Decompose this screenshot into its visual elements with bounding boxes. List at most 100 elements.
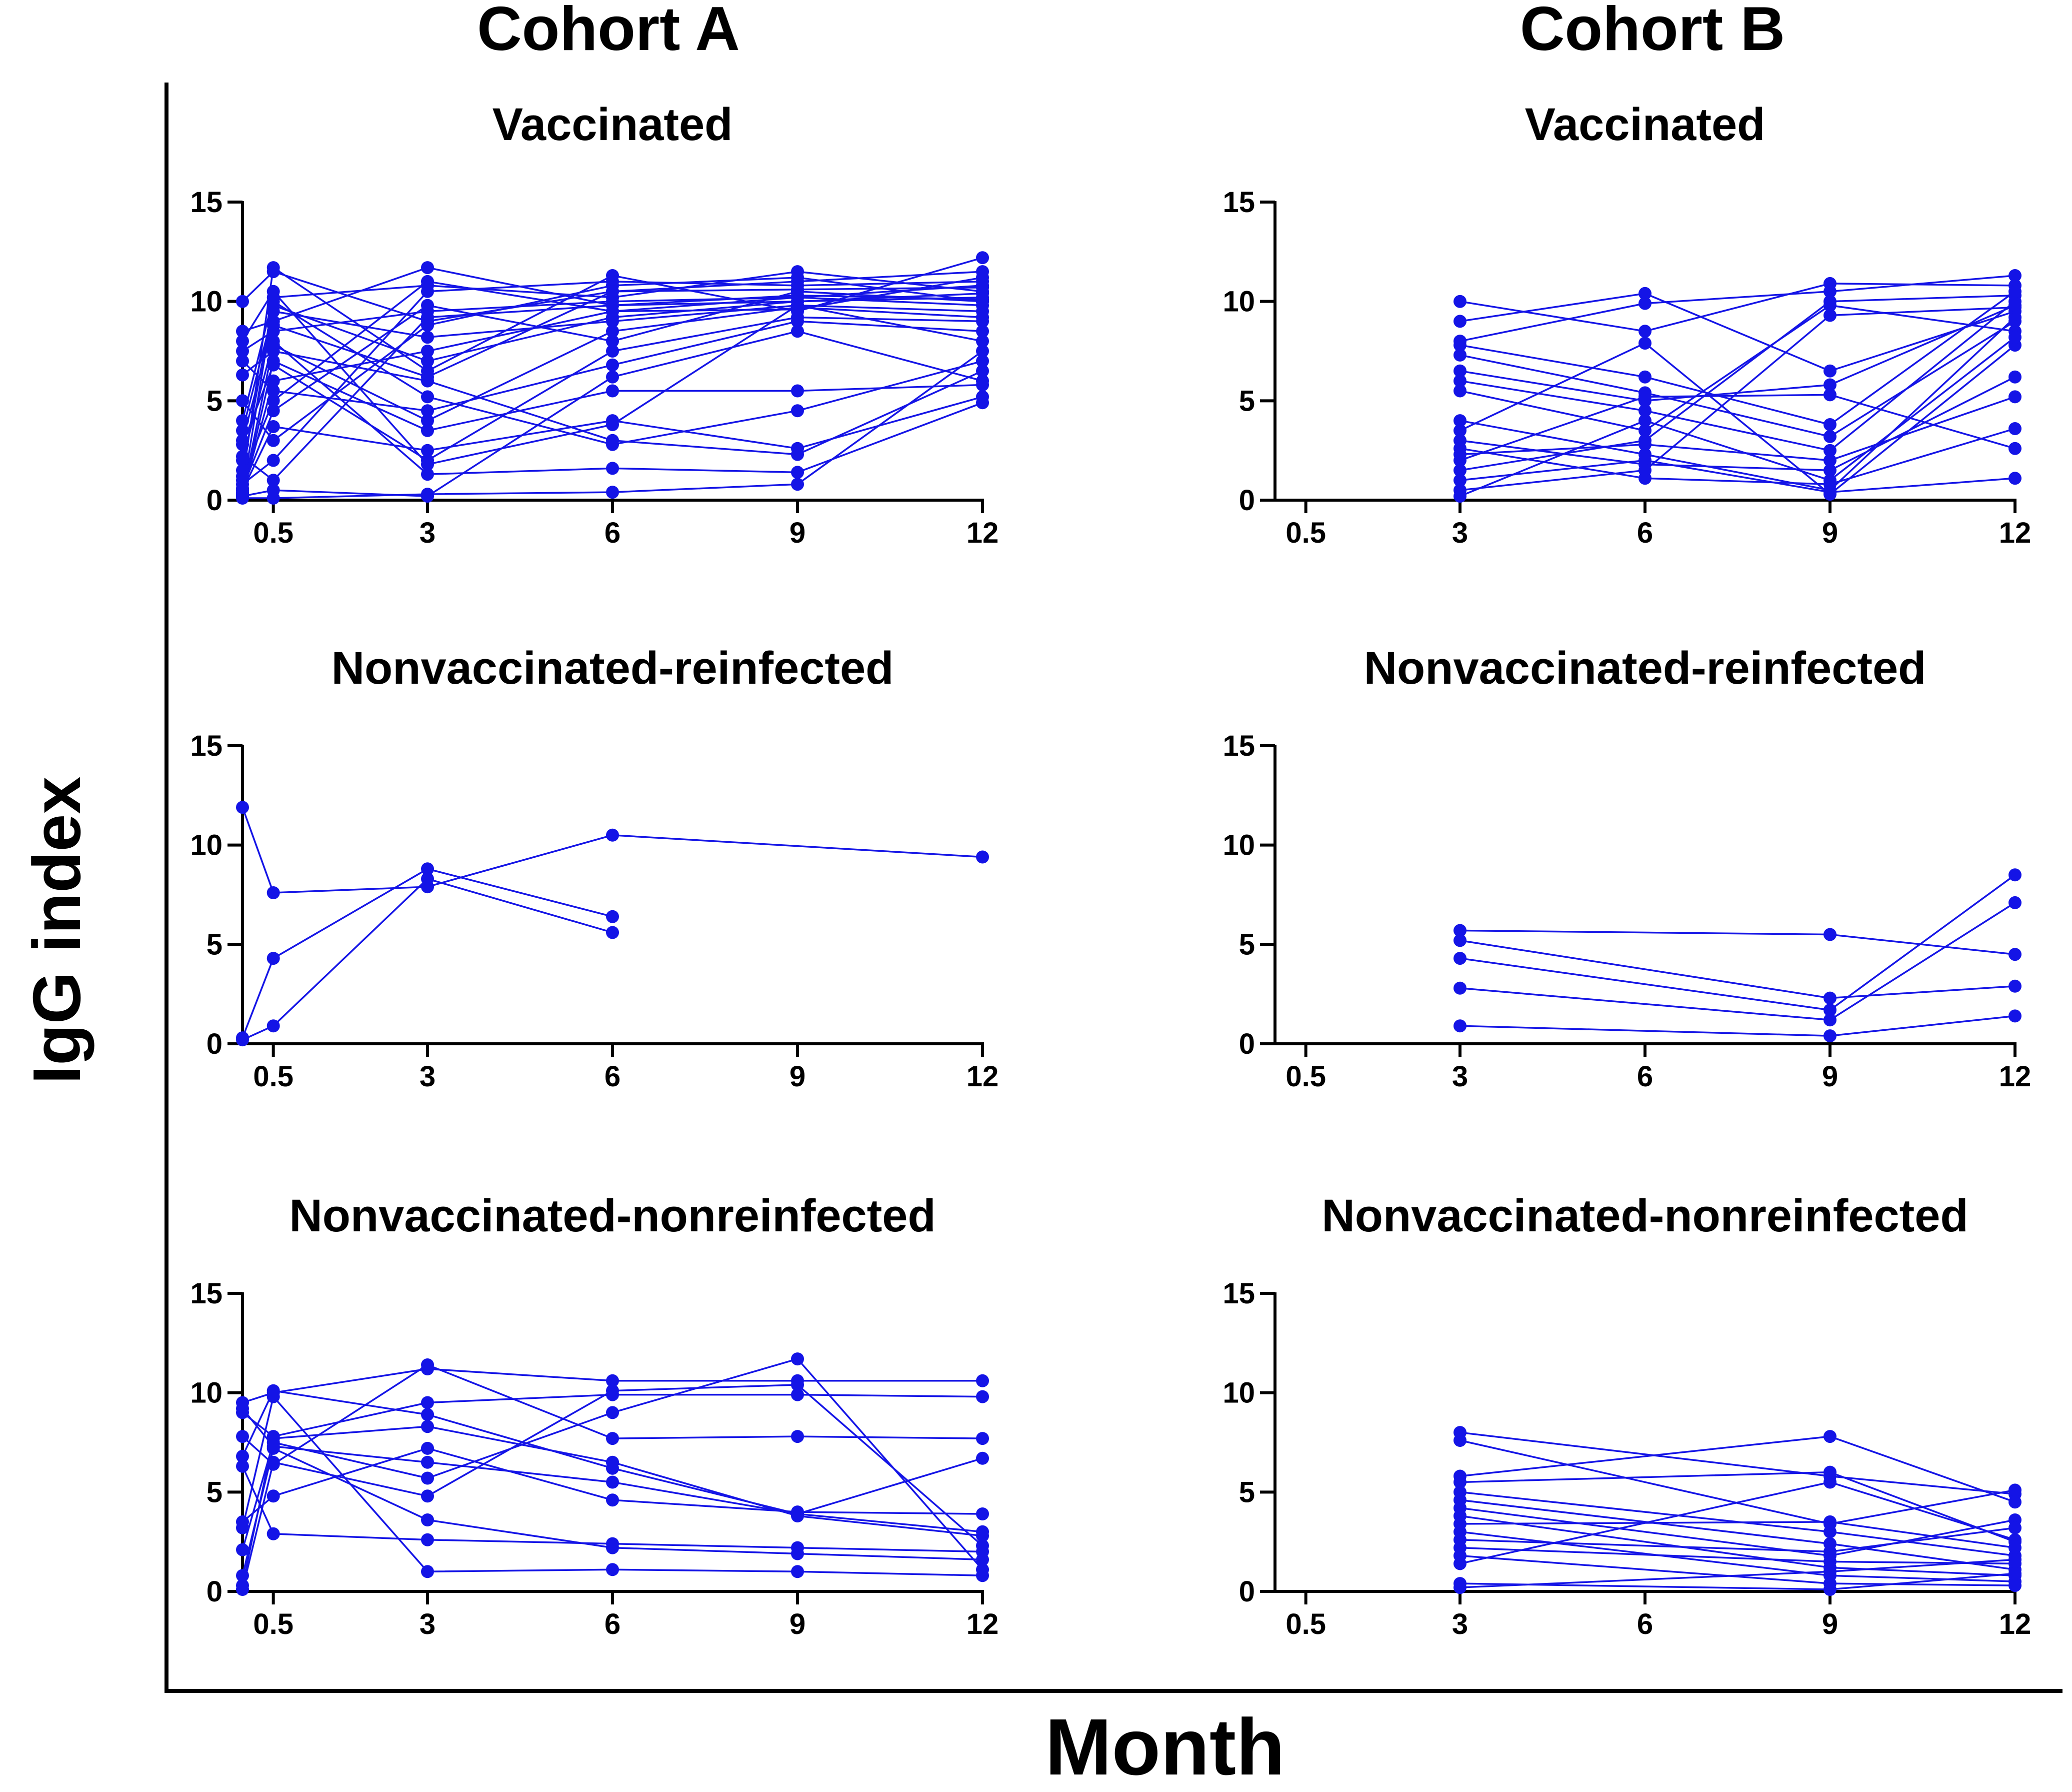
data-point — [976, 1390, 989, 1403]
series-line — [242, 1384, 984, 1590]
data-point — [236, 1543, 249, 1556]
data-point — [1454, 1581, 1466, 1594]
data-point — [266, 1489, 280, 1503]
data-point — [1824, 1003, 1836, 1017]
data-point — [976, 364, 989, 378]
data-point — [606, 1432, 619, 1445]
data-point — [266, 1390, 280, 1403]
y-tick-label: 10 — [1222, 829, 1255, 862]
data-point — [606, 325, 619, 338]
panel-cohort-a-vaccinated: Vaccinated 0 5 10 15 0.5 3 6 9 12 — [190, 99, 998, 549]
data-point — [1824, 1515, 1836, 1528]
data-point — [1638, 337, 1652, 350]
data-point — [976, 374, 989, 388]
data-point — [1638, 325, 1652, 338]
data-point — [606, 358, 619, 372]
panel-title: Nonvaccinated-nonreinfected — [1322, 1190, 1968, 1241]
series-line — [1460, 336, 2016, 497]
data-point — [2008, 1567, 2022, 1580]
data-point — [606, 1475, 619, 1489]
series-line — [1460, 874, 2016, 1011]
x-tick-label: 0.5 — [1286, 1608, 1326, 1640]
data-point — [791, 1565, 804, 1578]
data-point — [791, 384, 804, 398]
x-tick-label: 12 — [966, 1060, 999, 1093]
series-line — [1460, 275, 2016, 342]
x-tick-label: 9 — [790, 1608, 806, 1640]
data-point — [1824, 1029, 1836, 1043]
panel-cohort-b-nonvaccinated-nonreinfected: Nonvaccinated-nonreinfected 0 5 10 15 0.5 3 6 9 1… — [1222, 1190, 2031, 1640]
y-tick-label: 10 — [190, 829, 222, 862]
data-point — [1454, 414, 1466, 428]
data-point — [421, 311, 434, 324]
data-point — [236, 354, 249, 368]
y-tick-label: 15 — [1222, 730, 1255, 762]
data-point — [1638, 438, 1652, 451]
data-point — [266, 339, 280, 352]
data-point — [1638, 454, 1652, 467]
data-point — [606, 1563, 619, 1576]
x-tick-label: 3 — [420, 1608, 436, 1640]
data-point — [236, 414, 249, 428]
data-point — [606, 1455, 619, 1469]
data-point — [791, 325, 804, 338]
data-point — [421, 370, 434, 384]
data-point — [1638, 297, 1652, 310]
y-tick-label: 0 — [206, 1575, 222, 1608]
data-point — [976, 335, 989, 348]
data-point — [266, 1439, 280, 1453]
data-point — [421, 1533, 434, 1546]
x-tick-label: 9 — [1822, 1060, 1838, 1093]
data-point — [791, 466, 804, 479]
x-tick-label: 0.5 — [1286, 517, 1326, 549]
data-point — [421, 1408, 434, 1421]
data-point — [606, 1406, 619, 1419]
data-point — [1638, 370, 1652, 384]
data-point — [606, 926, 619, 939]
data-point — [421, 1471, 434, 1485]
data-point — [266, 434, 280, 447]
data-point — [421, 1441, 434, 1455]
y-tick-label: 5 — [1239, 928, 1255, 961]
data-point — [236, 450, 249, 463]
series-line — [1460, 459, 2016, 493]
panel-cohort-b-nonvaccinated-reinfected: Nonvaccinated-reinfected 0 5 10 15 0.5 3 6 9 12 — [1222, 643, 2031, 1093]
x-tick-label: 12 — [1999, 517, 2032, 549]
data-point — [236, 1033, 249, 1047]
data-point — [236, 434, 249, 447]
data-point — [606, 1493, 619, 1507]
data-point — [2008, 896, 2022, 909]
data-point — [976, 325, 989, 338]
y-tick-label: 15 — [190, 730, 222, 762]
x-tick-label: 6 — [604, 1608, 620, 1640]
data-point — [976, 1374, 989, 1387]
data-point — [791, 1352, 804, 1366]
x-tick-label: 3 — [1452, 517, 1468, 549]
data-point — [2008, 1579, 2022, 1592]
data-point — [606, 462, 619, 475]
data-point — [606, 384, 619, 398]
series-line — [1460, 428, 2016, 485]
data-point — [1824, 1545, 1836, 1558]
data-point — [236, 345, 249, 358]
data-point — [791, 1547, 804, 1560]
data-point — [976, 354, 989, 368]
data-point — [236, 325, 249, 338]
y-tick-label: 0 — [1239, 484, 1255, 517]
data-point — [2008, 422, 2022, 435]
data-point — [1824, 364, 1836, 378]
x-tick-label: 6 — [1637, 1060, 1653, 1093]
data-point — [266, 394, 280, 408]
data-point — [1454, 952, 1466, 965]
data-point — [2008, 1483, 2022, 1497]
series-line — [242, 807, 983, 894]
series-line — [1460, 342, 2016, 495]
data-point — [421, 345, 434, 358]
y-tick-label: 10 — [190, 1377, 222, 1409]
series-line — [242, 1389, 983, 1515]
data-point — [421, 354, 434, 368]
data-point — [1824, 464, 1836, 477]
data-point — [2008, 868, 2022, 882]
series-line — [242, 277, 983, 442]
